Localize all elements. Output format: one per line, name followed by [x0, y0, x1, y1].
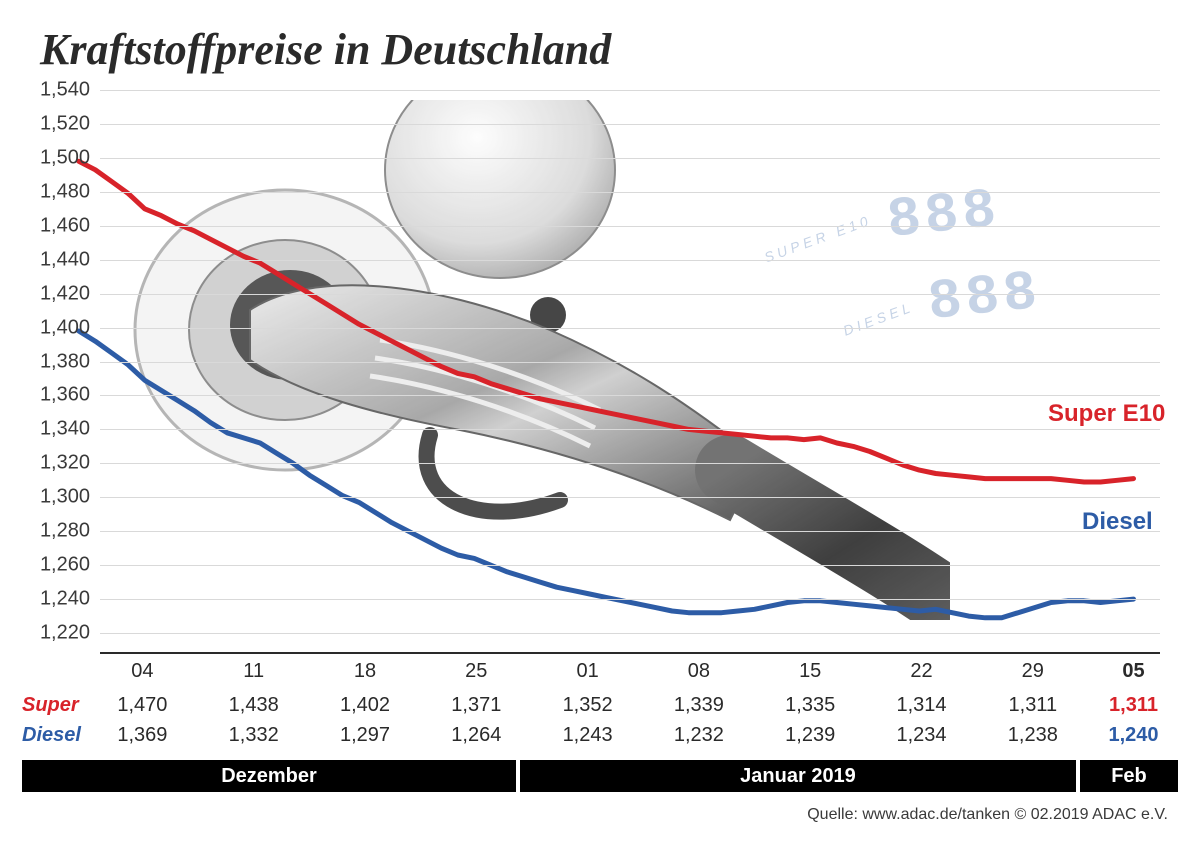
- data-cell: 1,339: [674, 694, 724, 717]
- grid-line: [100, 362, 1160, 363]
- grid-line: [100, 158, 1160, 159]
- y-tick-label: 1,380: [28, 350, 90, 373]
- y-tick-label: 1,500: [28, 146, 90, 169]
- data-cell: 1,369: [117, 724, 167, 747]
- data-cell: 1,243: [563, 724, 613, 747]
- y-tick-label: 1,520: [28, 112, 90, 135]
- month-segment: Feb: [1080, 760, 1178, 792]
- x-tick-label: 29: [1022, 660, 1044, 683]
- data-cell: 1,238: [1008, 724, 1058, 747]
- y-tick-label: 1,360: [28, 384, 90, 407]
- series-line: [79, 331, 1134, 618]
- y-tick-label: 1,420: [28, 282, 90, 305]
- grid-line: [100, 497, 1160, 498]
- grid-line: [100, 633, 1160, 634]
- y-tick-label: 1,240: [28, 588, 90, 611]
- data-cell: 1,470: [117, 694, 167, 717]
- data-cell: 1,352: [563, 694, 613, 717]
- grid-line: [100, 463, 1160, 464]
- data-cell: 1,402: [340, 694, 390, 717]
- data-cell: 1,371: [451, 694, 501, 717]
- grid-line: [100, 395, 1160, 396]
- row-label-diesel: Diesel: [22, 724, 81, 747]
- x-tick-row: 04 11 18 25 01 08 15 22 29 05: [100, 660, 1160, 686]
- grid-line: [100, 124, 1160, 125]
- y-tick-label: 1,480: [28, 180, 90, 203]
- chart-area: 1,2201,2401,2601,2801,3001,3201,3401,360…: [100, 90, 1160, 650]
- data-cell: 1,311: [1009, 694, 1058, 717]
- x-axis-line: [100, 652, 1160, 654]
- grid-line: [100, 531, 1160, 532]
- y-tick-label: 1,280: [28, 520, 90, 543]
- x-tick-label: 05: [1122, 660, 1144, 683]
- grid-line: [100, 226, 1160, 227]
- x-tick-label: 11: [243, 660, 264, 683]
- grid-line: [100, 260, 1160, 261]
- data-cell: 1,239: [785, 724, 835, 747]
- grid-line: [100, 429, 1160, 430]
- series-label-super: Super E10: [1048, 400, 1165, 428]
- y-tick-label: 1,400: [28, 316, 90, 339]
- data-cell: 1,438: [229, 694, 279, 717]
- data-cell: 1,332: [229, 724, 279, 747]
- table-row-diesel: Diesel 1,369 1,332 1,297 1,264 1,243 1,232 1,2…: [22, 724, 1160, 754]
- data-cell: 1,314: [896, 694, 946, 717]
- data-cell: 1,234: [896, 724, 946, 747]
- x-tick-label: 15: [799, 660, 821, 683]
- y-tick-label: 1,340: [28, 418, 90, 441]
- data-cell: 1,297: [340, 724, 390, 747]
- credits-text: Quelle: www.adac.de/tanken © 02.2019 ADA…: [807, 806, 1168, 824]
- table-row-super: Super 1,470 1,438 1,402 1,371 1,352 1,339 1,33…: [22, 694, 1160, 724]
- month-segment: Januar 2019: [520, 760, 1076, 792]
- y-tick-label: 1,460: [28, 214, 90, 237]
- x-tick-label: 22: [910, 660, 932, 683]
- y-tick-label: 1,220: [28, 622, 90, 645]
- infographic-root: Kraftstoffpreise in Deutschland: [0, 0, 1200, 858]
- data-cell: 1,335: [785, 694, 835, 717]
- row-label-super: Super: [22, 694, 79, 717]
- page-title: Kraftstoffpreise in Deutschland: [40, 24, 611, 75]
- data-cell: 1,232: [674, 724, 724, 747]
- x-tick-label: 04: [131, 660, 153, 683]
- y-tick-label: 1,320: [28, 452, 90, 475]
- month-segment: Dezember: [22, 760, 516, 792]
- y-tick-label: 1,260: [28, 554, 90, 577]
- x-tick-label: 18: [354, 660, 376, 683]
- y-tick-label: 1,540: [28, 79, 90, 102]
- x-tick-label: 08: [688, 660, 710, 683]
- series-label-diesel: Diesel: [1082, 508, 1153, 536]
- grid-line: [100, 90, 1160, 91]
- grid-line: [100, 294, 1160, 295]
- data-cell: 1,264: [451, 724, 501, 747]
- grid-line: [100, 192, 1160, 193]
- x-tick-label: 25: [465, 660, 487, 683]
- y-tick-label: 1,300: [28, 486, 90, 509]
- month-bar: DezemberJanuar 2019Feb: [22, 760, 1178, 792]
- data-cell: 1,240: [1108, 724, 1158, 747]
- grid-line: [100, 328, 1160, 329]
- y-tick-label: 1,440: [28, 248, 90, 271]
- grid-line: [100, 565, 1160, 566]
- grid-line: [100, 599, 1160, 600]
- x-tick-label: 01: [576, 660, 598, 683]
- data-cell: 1,311: [1109, 694, 1158, 717]
